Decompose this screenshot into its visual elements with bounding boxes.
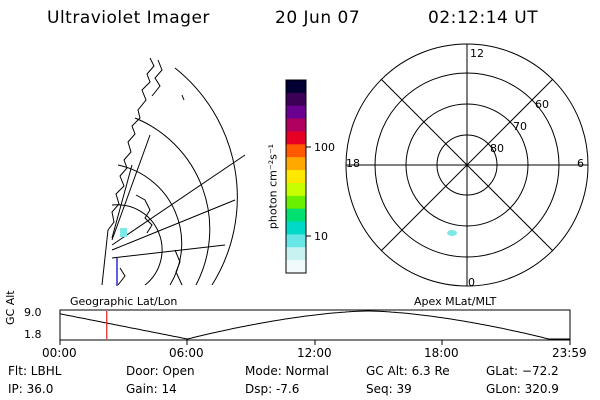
polar-plot: [345, 43, 589, 287]
colorbar-segment: [286, 182, 306, 197]
colorbar-segment: [286, 260, 306, 274]
aurora-spot-geo: [120, 228, 127, 237]
colorbar-segment: [286, 105, 306, 120]
colorbar-segment: [286, 247, 306, 261]
date-label: 20 Jun 07: [275, 8, 361, 28]
colorbar-segment: [286, 221, 306, 235]
colorbar-segment: [286, 234, 306, 248]
x-tick-1200: 12:00: [297, 346, 332, 360]
filter-value: Flt: LBHL: [8, 364, 62, 378]
geographic-map: [101, 57, 246, 286]
gc-alt-curve: [59, 310, 570, 340]
colorbar: [286, 80, 306, 274]
x-tick-0600: 06:00: [169, 346, 204, 360]
gc-alt-ytick-bottom: 1.8: [24, 328, 42, 341]
mode-value: Mode: Normal: [245, 364, 329, 378]
aurora-spot-polar: [447, 230, 457, 236]
mlt-label-6: 6: [577, 157, 584, 170]
mlat-label-60: 60: [535, 98, 549, 111]
colorbar-tick-100: 100: [314, 141, 335, 154]
colorbar-segment: [286, 195, 306, 210]
glon-value: GLon: 320.9: [486, 382, 559, 396]
gc-alt-ytick-top: 9.0: [24, 306, 42, 319]
colorbar-segment: [286, 80, 306, 94]
time-label: 02:12:14 UT: [428, 8, 539, 28]
glat-value: GLat: −72.2: [486, 364, 559, 378]
door-value: Door: Open: [126, 364, 195, 378]
colorbar-unit-label: photon cm⁻²s⁻¹: [266, 143, 280, 230]
colorbar-segment: [286, 131, 306, 145]
colorbar-segment: [286, 157, 306, 171]
x-tick-0000: 00:00: [42, 346, 77, 360]
mlat-label-80: 80: [490, 142, 504, 155]
geographic-caption: Geographic Lat/Lon: [70, 295, 178, 308]
gc-alt-value: GC Alt: 6.3 Re: [366, 364, 450, 378]
ip-value: IP: 36.0: [8, 382, 54, 396]
mlt-label-18: 18: [346, 157, 360, 170]
sequence-value: Seq: 39: [366, 382, 412, 396]
colorbar-segment: [286, 208, 306, 223]
apex-caption: Apex MLat/MLT: [414, 295, 497, 308]
dsp-value: Dsp: -7.6: [245, 382, 300, 396]
instrument-title: Ultraviolet Imager: [47, 8, 210, 28]
colorbar-segment: [286, 92, 306, 107]
x-tick-1800: 18:00: [424, 346, 459, 360]
colorbar-tick-10: 10: [314, 230, 328, 243]
x-tick-2359: 23:59: [552, 346, 587, 360]
mlt-label-0: 0: [468, 276, 475, 289]
colorbar-segment: [286, 144, 306, 158]
mlat-label-70: 70: [513, 120, 527, 133]
gain-value: Gain: 14: [126, 382, 177, 396]
mlt-label-12: 12: [470, 47, 484, 60]
colorbar-segment: [286, 170, 306, 184]
colorbar-segment: [286, 118, 306, 132]
gc-alt-ylabel: GC Alt: [4, 290, 17, 325]
